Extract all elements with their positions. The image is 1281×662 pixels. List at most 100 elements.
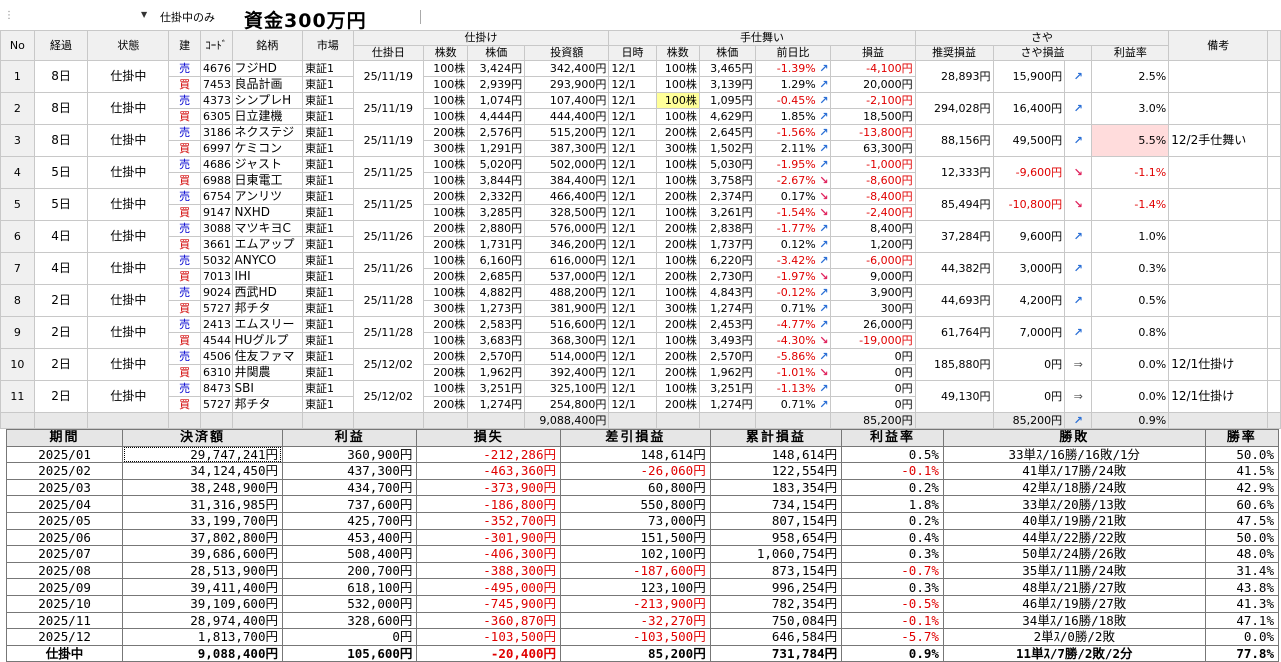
exit-date-cell: 12/1 [608,172,657,189]
col-exit-price[interactable]: 株価 [698,45,756,61]
table-row[interactable]: 買 9147 NXHD 東証1 100株 3,285円 328,500円 12/1 100株 3,… [1,204,1281,221]
table-row[interactable]: 1 8日 仕掛中売 4676 フジHD 東証1 25/11/19 100株 3,424円 342,… [0,60,1281,93]
status-cell: 仕掛中 [87,60,170,93]
pl-cell: -19,000円 [830,332,916,349]
summary-row[interactable]: 2025/07 39,686,600円 508,400円 -406,300円 102,1… [5,545,1280,563]
code-cell: 4686 [199,156,233,173]
pl-cell: 0円 [830,396,916,413]
col-market[interactable]: 市場 [302,30,354,61]
exit-price-cell: 2,374円 [698,188,756,205]
change-cell: 0.71% ↗ [754,300,832,317]
price-cell: 2,576円 [467,124,526,141]
note-cell[interactable]: 12/2手仕舞い [1168,124,1269,157]
table-row[interactable]: 3 8日 仕掛中売 3186 ネクステジ 東証1 25/11/19 200株 2,576円 515… [0,124,1281,157]
invest-cell: 392,400円 [524,364,610,381]
exit-shares-cell: 100株 [655,252,700,269]
summary-row[interactable]: 2025/02 34,124,450円 437,300円 -463,360円 -26,0… [5,462,1280,480]
summary-row[interactable]: 2025/08 28,513,900円 200,700円 -388,300円 -187,… [5,561,1280,580]
cumulative-pl-cell: 750,084円 [709,611,843,630]
col-spread-pl[interactable]: さや損益 [992,45,1093,61]
empty-cell [608,412,657,429]
loss-cell: -745,900円 [416,594,561,613]
arrow-up-right-icon: ↗ [819,350,829,363]
note-cell[interactable]: 12/1仕掛け [1168,348,1269,381]
period-cell: 2025/10 [5,594,124,613]
filter-dropdown[interactable]: 仕掛中のみ [160,11,215,24]
price-cell: 3,285円 [467,204,526,221]
col-exit-date[interactable]: 日時 [608,45,657,61]
table-row[interactable]: 買 6997 ケミコン 東証1 300株 1,291円 387,300円 12/1 300株 1,… [1,140,1281,157]
table-row[interactable]: 買 3661 エムアップ 東証1 200株 1,731円 346,200円 12/1 200株 1… [1,236,1281,253]
summary-row[interactable]: 2025/06 37,802,800円 453,400円 -301,900円 151,5… [5,528,1280,547]
arrow-down-right-icon: ↘ [819,334,829,347]
row-number: 4 [0,156,35,189]
note-cell[interactable] [1168,60,1269,93]
rate-cell: 1.0% [1091,220,1170,253]
table-row[interactable]: 6 4日 仕掛中売 3088 マツキヨC 東証1 25/11/26 200株 2,880円 576… [0,220,1281,253]
summary-row[interactable]: 2025/11 28,974,400円 328,600円 -360,870円 -32,2… [5,611,1280,630]
col-shares[interactable]: 株数 [423,45,469,61]
table-row[interactable]: 8 2日 仕掛中売 9024 西武HD 東証1 25/11/28 100株 4,882円 488,… [0,284,1281,317]
summary-row[interactable]: 2025/03 38,248,900円 434,700円 -373,900円 60,80… [5,478,1280,497]
note-cell[interactable] [1168,284,1269,317]
summary-row[interactable]: 仕掛中 9,088,400円 105,600円 -20,400円 85,200円 731,… [5,644,1280,662]
table-row[interactable]: 9 2日 仕掛中売 2413 エムスリー 東証1 25/11/28 200株 2,583円 516… [0,316,1281,349]
summary-row[interactable]: 2025/12 1,813,700円 0円 -103,500円 -103,500円 646… [5,628,1280,646]
profit-cell: 437,300円 [281,462,418,480]
table-row[interactable]: 2 8日 仕掛中売 4373 シンプレH 東証1 25/11/19 100株 1,074円 107… [0,92,1281,125]
note-cell[interactable]: 12/1仕掛け [1168,380,1269,413]
profit-cell: 434,700円 [281,478,418,497]
summary-row[interactable]: 2025/10 39,109,600円 532,000円 -745,900円 -213,… [5,594,1280,613]
table-row[interactable]: 10 2日 仕掛中売 4506 住友ファマ 東証1 25/12/02 200株 2,570円 51… [0,348,1281,381]
col-rec[interactable]: 推奨損益 [914,45,994,61]
pl-cell: 63,300円 [830,140,916,157]
rate-cell: 3.0% [1091,92,1170,125]
table-row[interactable]: 4 5日 仕掛中売 4686 ジャスト 東証1 25/11/25 100株 5,020円 502,… [0,156,1281,189]
note-cell[interactable] [1168,252,1269,285]
dropdown-arrow-icon[interactable]: ▼ [141,10,148,19]
summary-row[interactable]: 2025/09 39,411,400円 618,100円 -495,000円 123,1… [5,578,1280,596]
table-row[interactable]: 買 5727 邦チタ 東証1 300株 1,273円 381,900円 12/1 300株 1,2… [1,300,1281,317]
note-cell[interactable] [1168,156,1269,189]
invest-cell: 254,800円 [524,396,610,413]
col-no[interactable]: No [0,30,35,61]
col-name[interactable]: 銘柄 [231,30,304,61]
col-invest[interactable]: 投資額 [524,45,610,61]
col-change[interactable]: 前日比 [754,45,832,61]
cumulative-pl-cell: 122,554円 [709,462,843,480]
capital-title: 資金300万円 [244,10,367,32]
note-cell[interactable] [1168,316,1269,349]
change-cell: -3.42% ↗ [754,252,832,269]
col-status[interactable]: 状態 [87,30,170,61]
table-row[interactable]: 11 2日 仕掛中売 8473 SBI 東証1 25/12/02 100株 3,251円 325,… [0,380,1281,413]
arrow-up-right-icon: ↗ [1073,326,1083,339]
col-exit-shares[interactable]: 株数 [655,45,700,61]
stock-name-cell: NXHD [231,204,304,221]
table-row[interactable]: 買 6988 日東電工 東証1 100株 3,844円 384,400円 12/1 100株 3,… [1,172,1281,189]
note-cell[interactable] [1168,220,1269,253]
note-cell[interactable] [1168,188,1269,221]
col-elapsed[interactable]: 経過 [33,30,89,61]
table-row[interactable]: 7 4日 仕掛中売 5032 ANYCO 東証1 25/11/26 100株 6,160円 616… [0,252,1281,285]
summary-row[interactable]: 2025/05 33,199,700円 425,700円 -352,700円 73,00… [5,511,1280,530]
price-cell: 2,570円 [467,348,526,365]
col-side[interactable]: 建 [168,30,201,61]
summary-header: 損失 [416,429,561,447]
table-row[interactable]: 買 6305 日立建機 東証1 100株 4,444円 444,400円 12/1 100株 4,… [1,108,1281,125]
change-cell: -0.45% ↗ [754,92,832,109]
note-cell[interactable] [1168,92,1269,125]
table-row[interactable]: 買 4544 HUグルプ 東証1 100株 3,683円 368,300円 12/1 100株 3… [1,332,1281,349]
col-pl[interactable]: 損益 [830,45,916,61]
col-entry-date[interactable]: 仕掛日 [352,45,425,61]
settled-amount-cell: 28,974,400円 [122,611,283,630]
arrow-down-right-icon: ↘ [1073,198,1083,211]
col-rate[interactable]: 利益率 [1091,45,1170,61]
grip-icon[interactable]: ⋮ [4,10,14,21]
table-row[interactable]: 買 5727 邦チタ 東証1 200株 1,274円 254,800円 12/1 200株 1,2… [1,396,1281,413]
summary-row[interactable]: 2025/04 31,316,985円 737,600円 -186,800円 550,8… [5,495,1280,513]
col-price[interactable]: 株価 [467,45,526,61]
table-row[interactable]: 5 5日 仕掛中売 6754 アンリツ 東証1 25/11/25 200株 2,332円 466,… [0,188,1281,221]
col-code[interactable]: ｺｰﾄﾞ [199,30,233,61]
summary-row[interactable]: 2025/01 29,747,241円 360,900円 -212,286円 148,6… [5,445,1280,464]
col-note[interactable]: 備考 [1168,30,1269,61]
